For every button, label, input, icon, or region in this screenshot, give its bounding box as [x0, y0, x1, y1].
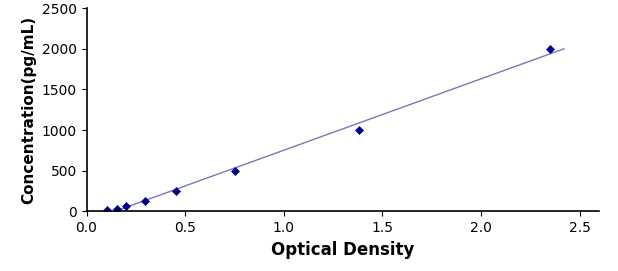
X-axis label: Optical Density: Optical Density [271, 241, 415, 259]
Y-axis label: Concentration(pg/mL): Concentration(pg/mL) [21, 16, 36, 204]
